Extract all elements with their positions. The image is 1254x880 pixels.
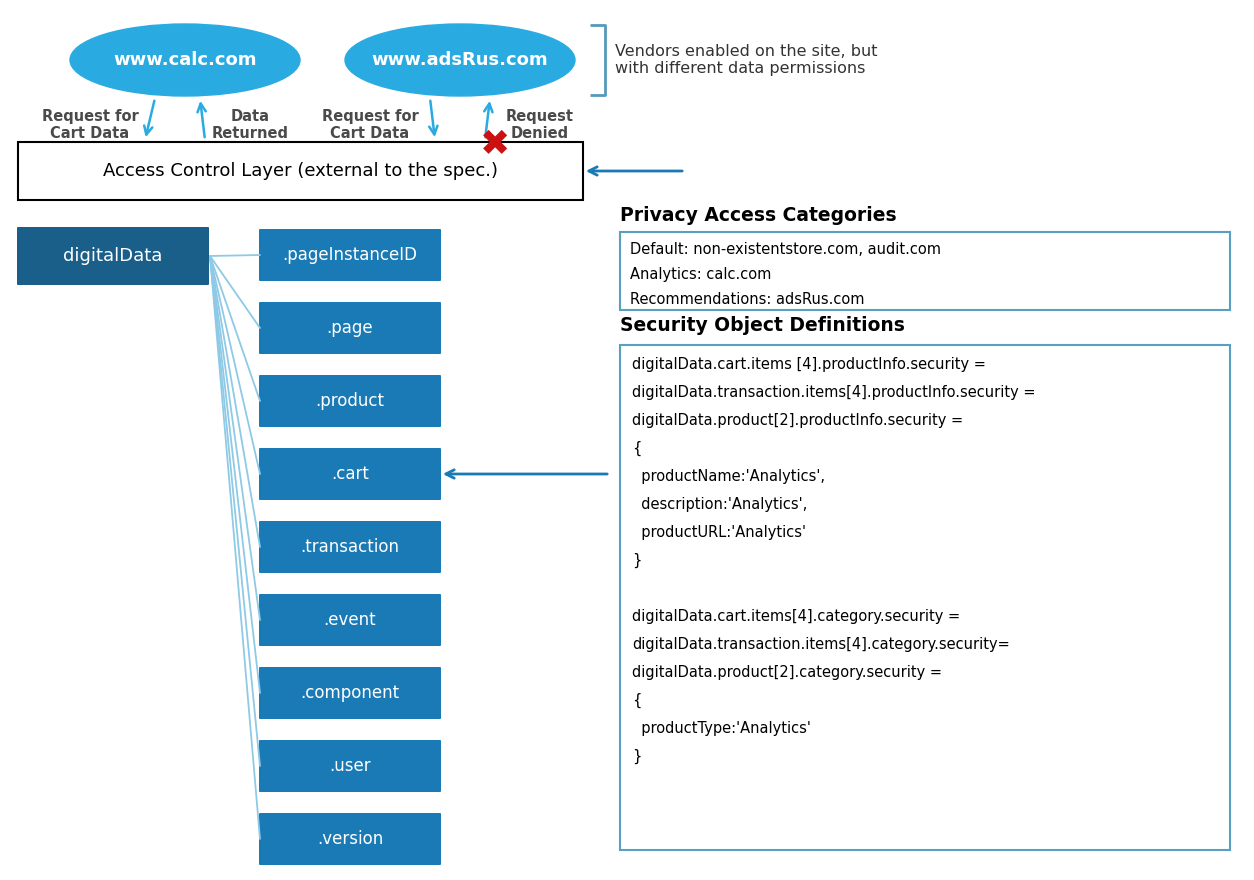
FancyBboxPatch shape: [260, 521, 441, 573]
Text: .transaction: .transaction: [301, 538, 400, 556]
FancyBboxPatch shape: [18, 227, 209, 285]
Text: {: {: [632, 441, 641, 456]
FancyBboxPatch shape: [260, 375, 441, 427]
Text: Data
Returned: Data Returned: [212, 109, 288, 141]
FancyBboxPatch shape: [260, 667, 441, 719]
Text: Vendors enabled on the site, but
with different data permissions: Vendors enabled on the site, but with di…: [614, 44, 878, 77]
Text: Security Object Definitions: Security Object Definitions: [619, 316, 905, 335]
FancyBboxPatch shape: [260, 594, 441, 646]
Bar: [18, 142, 583, 200]
Text: digitalData: digitalData: [63, 247, 163, 265]
Text: www.calc.com: www.calc.com: [113, 51, 257, 69]
Text: description:'Analytics',: description:'Analytics',: [632, 497, 808, 512]
FancyBboxPatch shape: [260, 813, 441, 865]
Text: digitalData.transaction.items[4].category.security=: digitalData.transaction.items[4].categor…: [632, 637, 1009, 652]
FancyBboxPatch shape: [260, 229, 441, 281]
Text: digitalData.cart.items[4].category.security =: digitalData.cart.items[4].category.secur…: [632, 609, 961, 624]
Text: .event: .event: [324, 611, 376, 629]
Text: Request for
Cart Data: Request for Cart Data: [321, 109, 419, 141]
Text: productType:'Analytics': productType:'Analytics': [632, 721, 811, 736]
FancyBboxPatch shape: [260, 448, 441, 500]
Bar: [619, 232, 1230, 310]
Text: {: {: [632, 693, 641, 708]
Ellipse shape: [70, 24, 300, 96]
Text: www.adsRus.com: www.adsRus.com: [371, 51, 548, 69]
Text: productURL:'Analytics': productURL:'Analytics': [632, 525, 806, 540]
Text: .version: .version: [317, 830, 384, 848]
Text: Access Control Layer (external to the spec.): Access Control Layer (external to the sp…: [103, 162, 498, 180]
FancyBboxPatch shape: [260, 740, 441, 792]
Text: ✖: ✖: [480, 128, 510, 162]
Text: .cart: .cart: [331, 465, 369, 483]
Text: Analytics: calc.com: Analytics: calc.com: [630, 267, 771, 282]
Ellipse shape: [345, 24, 576, 96]
Text: .page: .page: [327, 319, 374, 337]
Text: Request for
Cart Data: Request for Cart Data: [41, 109, 138, 141]
Text: .component: .component: [301, 684, 400, 702]
Bar: [619, 345, 1230, 850]
Text: .pageInstanceID: .pageInstanceID: [282, 246, 418, 264]
Text: }: }: [632, 749, 641, 764]
Text: }: }: [632, 553, 641, 568]
FancyBboxPatch shape: [260, 302, 441, 354]
Text: productName:'Analytics',: productName:'Analytics',: [632, 469, 825, 484]
Text: digitalData.cart.items [4].productInfo.security =: digitalData.cart.items [4].productInfo.s…: [632, 357, 986, 372]
Text: Default: non-existentstore.com, audit.com: Default: non-existentstore.com, audit.co…: [630, 242, 940, 257]
Text: digitalData.transaction.items[4].productInfo.security =: digitalData.transaction.items[4].product…: [632, 385, 1036, 400]
Text: Request
Denied: Request Denied: [507, 109, 574, 141]
Text: .user: .user: [330, 757, 371, 775]
Text: Privacy Access Categories: Privacy Access Categories: [619, 206, 897, 225]
Text: .product: .product: [316, 392, 385, 410]
Text: Recommendations: adsRus.com: Recommendations: adsRus.com: [630, 292, 864, 307]
Text: digitalData.product[2].category.security =: digitalData.product[2].category.security…: [632, 665, 942, 680]
Text: digitalData.product[2].productInfo.security =: digitalData.product[2].productInfo.secur…: [632, 413, 963, 428]
